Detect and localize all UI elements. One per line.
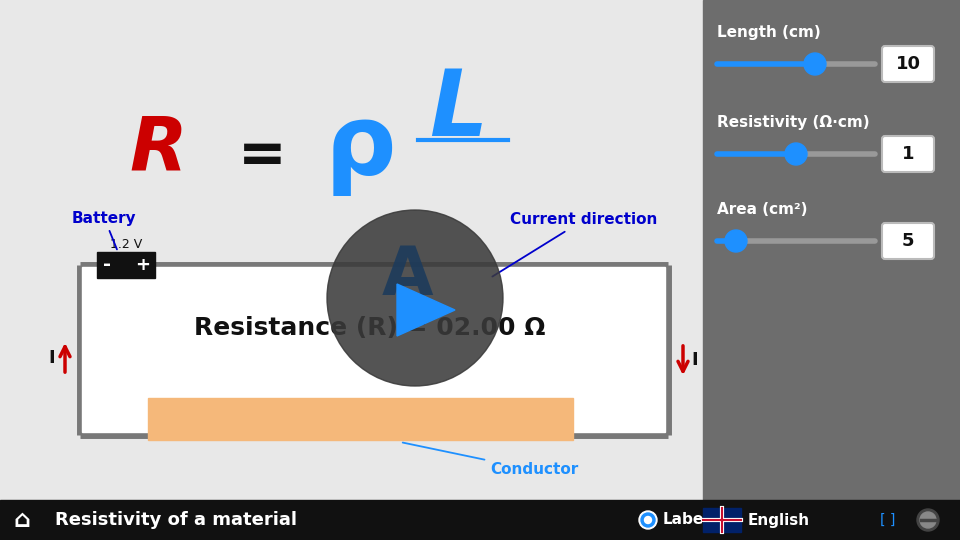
FancyBboxPatch shape — [882, 223, 934, 259]
Circle shape — [804, 53, 826, 75]
Text: 1.2 V: 1.2 V — [109, 239, 142, 252]
Text: Current direction: Current direction — [492, 213, 658, 276]
Text: 10: 10 — [896, 55, 921, 73]
Text: ⌂: ⌂ — [13, 508, 31, 532]
Text: Resistivity of a material: Resistivity of a material — [55, 511, 297, 529]
Text: Resistance (R) = 02.00 Ω: Resistance (R) = 02.00 Ω — [194, 316, 545, 340]
Bar — [0, 500, 960, 540]
Text: A: A — [381, 243, 433, 309]
Circle shape — [644, 516, 652, 523]
Circle shape — [920, 512, 936, 528]
Text: +: + — [135, 256, 151, 274]
Circle shape — [327, 210, 503, 386]
Text: Length (cm): Length (cm) — [717, 24, 821, 39]
Circle shape — [785, 143, 807, 165]
Text: ρ: ρ — [324, 99, 396, 197]
Text: I: I — [692, 351, 698, 369]
Circle shape — [639, 511, 657, 529]
Text: English: English — [748, 512, 810, 528]
Bar — [703, 508, 741, 532]
Text: Resistivity (Ω·cm): Resistivity (Ω·cm) — [717, 114, 870, 130]
Text: L: L — [429, 65, 487, 155]
Circle shape — [917, 509, 939, 531]
FancyBboxPatch shape — [882, 46, 934, 82]
Text: [ ]: [ ] — [880, 513, 896, 527]
Circle shape — [725, 230, 747, 252]
Polygon shape — [397, 284, 455, 336]
Text: Area (cm²): Area (cm²) — [717, 201, 807, 217]
Text: Label: Label — [663, 512, 709, 528]
Bar — [97, 252, 155, 278]
Text: =: = — [238, 126, 286, 184]
Circle shape — [641, 513, 655, 527]
Text: Battery: Battery — [72, 211, 136, 249]
Bar — [703, 0, 960, 500]
Text: 5: 5 — [901, 232, 914, 250]
Text: R: R — [130, 113, 187, 186]
Bar — [82, 267, 665, 432]
Text: I: I — [49, 349, 56, 367]
FancyBboxPatch shape — [882, 136, 934, 172]
Text: Conductor: Conductor — [403, 443, 578, 477]
Text: 1: 1 — [901, 145, 914, 163]
Text: -: - — [103, 255, 111, 274]
Bar — [703, 508, 741, 532]
Bar — [148, 398, 573, 440]
